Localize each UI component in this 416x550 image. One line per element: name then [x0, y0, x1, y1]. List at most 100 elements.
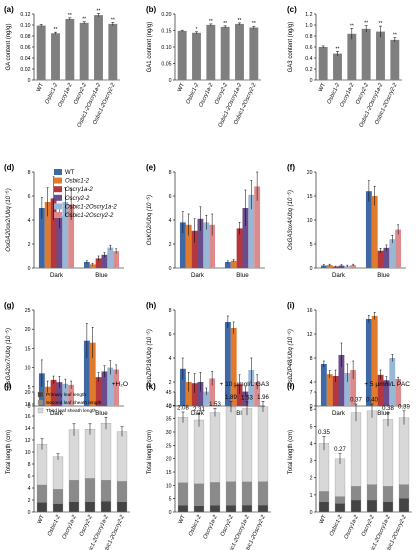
y-tick-label: 0 — [310, 266, 313, 272]
bar — [38, 208, 45, 268]
y-tick-label: 6 — [310, 407, 313, 413]
stack-segment — [241, 481, 253, 506]
stack-segment — [382, 501, 394, 513]
x-category-label: Blue — [377, 410, 390, 417]
y-tick-label: 16 — [307, 308, 313, 314]
x-tick-label: Oscry1a-2 — [198, 82, 215, 109]
x-tick-label: WT — [178, 514, 187, 525]
stack-segment — [193, 419, 205, 484]
y-tick-label: 18 — [25, 402, 31, 408]
y-axis-label: GA3 content (ng/g) — [288, 22, 294, 73]
y-tick-label: 1.2 — [305, 12, 312, 18]
y-tick-label: 0.20 — [161, 12, 171, 18]
y-axis-label: GA content (ng/g) — [6, 23, 12, 70]
bar — [254, 186, 261, 268]
x-tick-label: WT — [36, 82, 45, 93]
stack-segment — [52, 489, 64, 504]
bar — [95, 377, 102, 406]
stack-segment — [350, 499, 362, 513]
y-tick-label: 0.12 — [20, 12, 30, 18]
y-tick-label: 0 — [28, 78, 31, 84]
bar — [191, 230, 198, 268]
panel-label: (d) — [4, 163, 15, 172]
stack-segment — [257, 504, 269, 513]
ratio-label: 0.37 — [350, 398, 362, 404]
legend-swatch — [54, 177, 62, 184]
significance-mark: ** — [252, 21, 256, 27]
x-tick-label: WT — [37, 514, 46, 525]
stack-segment — [36, 444, 48, 486]
bar — [344, 373, 351, 406]
stack-segment — [116, 431, 128, 482]
significance-mark: ** — [336, 46, 340, 52]
bar — [62, 383, 69, 406]
stack-segment — [257, 406, 269, 482]
ratio-label: 1.89 — [225, 395, 237, 401]
bar — [350, 265, 357, 268]
bar — [113, 251, 120, 268]
y-tick-label: 0.02 — [20, 67, 30, 73]
y-tick-label: 20 — [25, 390, 31, 396]
legend-label: Osbic1-2Oscry1a-2 — [65, 204, 117, 210]
bar — [38, 373, 45, 406]
y-axis-label: Total length (cm) — [6, 430, 12, 474]
bar — [101, 254, 108, 268]
x-tick-label: Osbic1-2 — [44, 82, 59, 106]
bar — [326, 374, 333, 406]
panel-a: 0 0.02 0.04 0.06 0.08 0.10 0.12 GA content (ng/… — [6, 8, 120, 129]
bar — [376, 31, 385, 81]
stack-segment — [84, 501, 96, 513]
bar — [249, 27, 259, 81]
stack-segment — [84, 429, 96, 479]
y-tick-label: 15 — [166, 470, 172, 476]
bar — [50, 379, 57, 406]
stack-segment — [52, 503, 64, 513]
stack-segment — [52, 456, 64, 490]
stack-segment — [225, 406, 237, 482]
stack-segment — [350, 412, 362, 487]
bar — [83, 262, 90, 268]
bar — [318, 47, 328, 80]
significance-mark: ** — [393, 33, 397, 39]
x-tick-label: Oscry2-2 — [73, 82, 88, 106]
y-tick-label: 0.04 — [20, 56, 30, 62]
x-tick-label: Oscry2-2 — [361, 514, 376, 538]
bar — [107, 247, 114, 268]
stack-segment — [100, 480, 112, 502]
bar — [62, 202, 69, 268]
stack-segment — [68, 429, 80, 481]
bar — [338, 265, 345, 268]
bar — [333, 53, 342, 80]
x-tick-label: Oscry2-2 — [220, 514, 235, 538]
panel-label: (f) — [287, 163, 295, 172]
y-tick-label: 4 — [169, 218, 172, 224]
y-tick-label: 20 — [307, 170, 313, 176]
y-tick-label: 6 — [28, 194, 31, 200]
y-tick-label: 0 — [169, 266, 172, 272]
x-category-label: Dark — [50, 272, 64, 279]
ratio-label: 0.39 — [398, 404, 410, 410]
y-tick-label: 0 — [310, 78, 313, 84]
y-tick-label: 4 — [169, 356, 172, 362]
y-tick-label: 1 — [310, 493, 313, 499]
stack-segment — [318, 501, 330, 513]
bar — [235, 23, 244, 80]
panel-e: 0 2 4 6 8 OsKO2/Ubq (10⁻⁵) Dark Blue — [146, 170, 265, 279]
bar — [365, 319, 372, 406]
x-tick-label: Oscry1a-2 — [343, 514, 360, 541]
bar — [389, 239, 396, 268]
bar — [197, 382, 204, 406]
significance-mark: ** — [379, 21, 383, 27]
y-tick-label: 35 — [166, 417, 172, 423]
stack-segment — [350, 486, 362, 501]
stack-segment — [193, 505, 205, 513]
legend-swatch — [54, 212, 62, 218]
stack-segment — [225, 481, 237, 506]
y-tick-label: 4 — [28, 486, 31, 492]
legend-label: Third leaf sheath length — [46, 408, 96, 414]
y-tick-label: 15 — [25, 346, 31, 352]
bar — [320, 265, 327, 268]
legend-label: WT — [65, 170, 75, 176]
y-tick-label: 0.10 — [161, 45, 171, 51]
bar — [179, 368, 186, 406]
